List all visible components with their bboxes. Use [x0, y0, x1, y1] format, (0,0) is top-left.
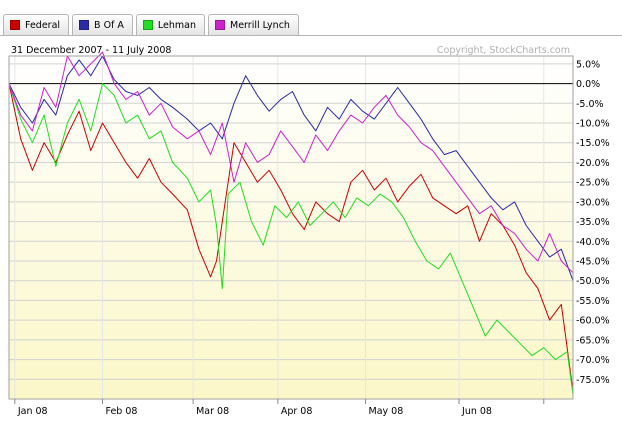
y-tick-label: -60.0%: [576, 316, 610, 327]
plot-border: [8, 55, 574, 400]
x-tick-label: Jun 08: [461, 406, 492, 417]
x-tick-label: Feb 08: [106, 406, 138, 417]
series-line-federal: [8, 83, 574, 392]
y-tick-label: 0.0%: [576, 79, 600, 90]
y-tick-label: -10.0%: [576, 119, 610, 130]
performance-chart: 31 December 2007 - 11 July 2008 Copyrigh…: [8, 45, 610, 417]
x-tick-label: Jan 08: [17, 406, 48, 417]
x-tick-label: May 08: [369, 406, 404, 417]
legend-label-b-of-a: B Of A: [94, 19, 124, 31]
y-tick-label: -15.0%: [576, 138, 610, 149]
legend-tabs: Federal B Of A Lehman Merrill Lynch: [3, 14, 302, 36]
y-tick-label: 5.0%: [576, 59, 600, 70]
tab-baseline: [0, 35, 622, 36]
legend-tab-lehman[interactable]: Lehman: [135, 14, 206, 35]
y-tick-label: -50.0%: [576, 276, 610, 287]
date-range-label: 31 December 2007 - 11 July 2008: [11, 45, 171, 56]
plot-area: [9, 56, 573, 399]
y-tick-label: -25.0%: [576, 178, 610, 189]
legend-tab-merrill-lynch[interactable]: Merrill Lynch: [208, 14, 299, 35]
y-tick-label: -65.0%: [576, 335, 610, 346]
legend-swatch-federal: [10, 20, 20, 30]
legend-label-lehman: Lehman: [157, 19, 197, 31]
x-tick-label: Apr 08: [281, 406, 313, 417]
legend-label-merrill-lynch: Merrill Lynch: [230, 19, 290, 31]
y-tick-label: -20.0%: [576, 158, 610, 169]
x-tick-label: Mar 08: [196, 406, 229, 417]
legend-swatch-lehman: [142, 20, 153, 30]
y-tick-label: -70.0%: [576, 355, 610, 366]
y-tick-label: -5.0%: [576, 99, 604, 110]
y-tick-label: -55.0%: [576, 296, 610, 307]
y-tick-label: -45.0%: [576, 257, 610, 268]
legend-swatch-b-of-a: [79, 20, 90, 30]
legend-tab-federal[interactable]: Federal: [3, 14, 70, 35]
y-tick-label: -40.0%: [576, 237, 610, 248]
x-axis-ticks: Jan 08 Feb 08 Mar 08 Apr 08 May 08 Jun 08: [14, 399, 545, 417]
y-tick-label: -75.0%: [576, 375, 610, 386]
legend-label-federal: Federal: [25, 19, 61, 31]
series-line-merrill-lynch: [8, 51, 574, 274]
legend-tab-b-of-a[interactable]: B Of A: [72, 14, 133, 35]
y-tick-label: -35.0%: [576, 217, 610, 228]
y-tick-label: -30.0%: [576, 197, 610, 208]
series-line-lehman: [8, 83, 574, 396]
series-lines: [8, 51, 574, 396]
y-axis-ticks: 5.0% 0.0% -5.0% -10.0% -15.0% -20.0% -25.0% -30…: [576, 59, 610, 385]
legend-swatch-merrill-lynch: [215, 20, 226, 30]
copyright-label: Copyright, StockCharts.com: [437, 45, 570, 56]
